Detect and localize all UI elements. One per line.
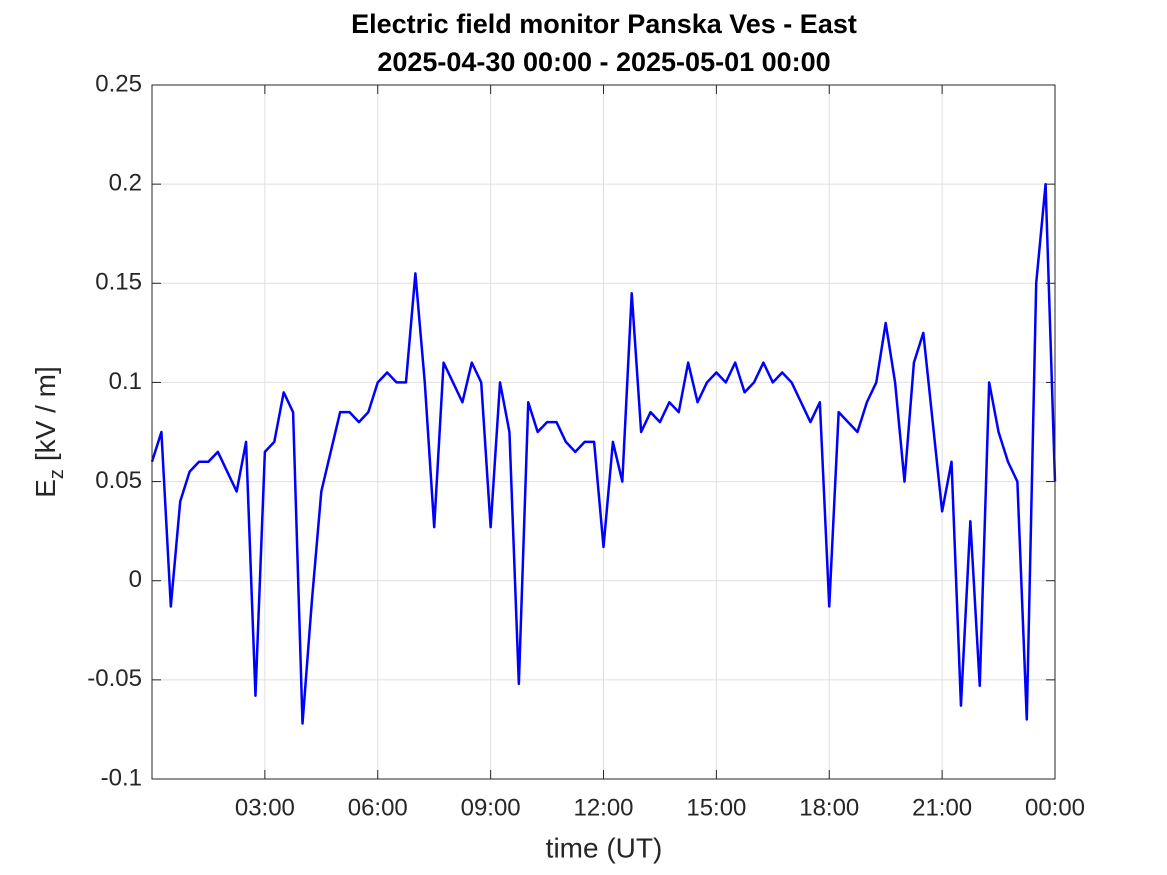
y-tick-label: 0.15	[95, 269, 142, 296]
y-axis-label: Ez [kV / m]	[30, 366, 68, 498]
x-tick-label: 12:00	[573, 794, 633, 821]
x-axis-label: time (UT)	[546, 832, 663, 863]
x-tick-label: 09:00	[461, 794, 521, 821]
x-tick-label: 21:00	[912, 794, 972, 821]
y-tick-label: 0.05	[95, 467, 142, 494]
y-label-unit: [kV / m]	[30, 366, 61, 461]
y-tick-label: -0.1	[101, 764, 142, 791]
plot-frame	[151, 84, 1056, 780]
data-line	[150, 182, 1057, 725]
x-tick-label: 03:00	[235, 794, 295, 821]
chart-subtitle: 2025-04-30 00:00 - 2025-05-01 00:00	[377, 47, 830, 77]
y-label-symbol: E	[30, 479, 61, 498]
x-tick-label: 06:00	[348, 794, 408, 821]
y-tick-label: 0.2	[109, 169, 142, 196]
x-tick-label: 18:00	[799, 794, 859, 821]
y-tick-label: 0	[129, 566, 142, 593]
x-tick-label: 00:00	[1025, 794, 1085, 821]
chart-title: Electric field monitor Panska Ves - East	[351, 9, 857, 39]
y-label-subscript: z	[46, 469, 68, 479]
x-tick-label: 15:00	[686, 794, 746, 821]
y-tick-label: 0.1	[109, 368, 142, 395]
y-tick-label: -0.05	[87, 665, 142, 692]
y-tick-label: 0.25	[95, 70, 142, 97]
